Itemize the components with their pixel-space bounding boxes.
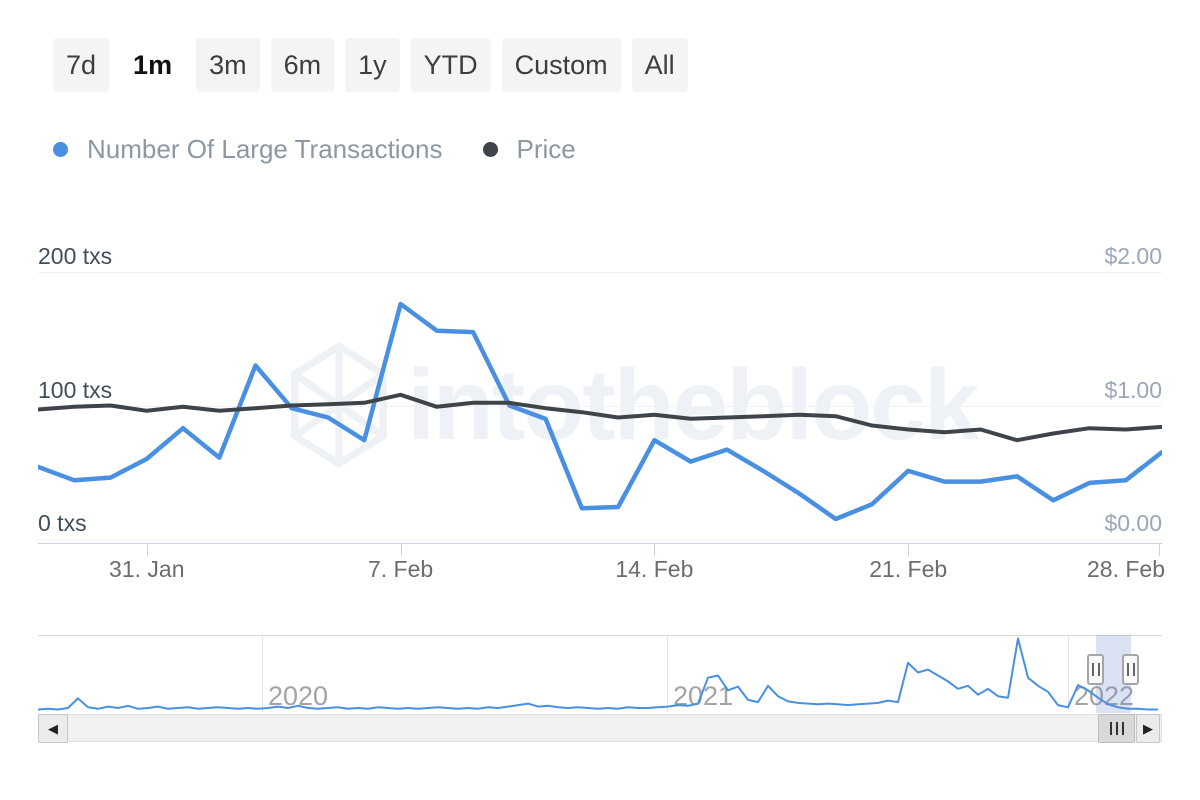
- navigator-line: [38, 637, 1158, 711]
- x-axis-line: [38, 543, 1162, 544]
- y-gridline: [38, 406, 1162, 407]
- x-axis-tick: [654, 543, 656, 556]
- handle-grip-icon: [1097, 663, 1100, 676]
- legend-dot-icon: [53, 142, 68, 157]
- navigator-year-gridline: [1068, 636, 1069, 712]
- handle-grip-icon: [1126, 663, 1129, 676]
- range-button-3m[interactable]: 3m: [196, 38, 260, 92]
- navigator-series-line: [38, 637, 1158, 711]
- scrollbar-thumb[interactable]: [1098, 714, 1135, 743]
- transactions-line: [38, 301, 1162, 522]
- x-axis-label: 31. Jan: [109, 556, 185, 582]
- range-button-all[interactable]: All: [631, 38, 688, 92]
- scroll-left-icon: ◀: [48, 720, 58, 736]
- scrollbar-right-button[interactable]: ▶: [1136, 714, 1160, 743]
- navigator-year-label: 2022: [1074, 681, 1135, 711]
- range-button-1y[interactable]: 1y: [345, 38, 400, 92]
- scroll-right-icon: ▶: [1143, 720, 1153, 736]
- right-axis-label: $2.00: [1104, 243, 1162, 269]
- legend-label: Price: [516, 134, 576, 164]
- navigator-handle-right[interactable]: [1122, 654, 1139, 685]
- thumb-grip-icon: [1109, 722, 1112, 735]
- left-axis-label: 200 txs: [38, 243, 113, 269]
- scrollbar-left-button[interactable]: ◀: [38, 714, 68, 743]
- legend-label: Number Of Large Transactions: [87, 134, 443, 164]
- x-axis-tick: [908, 543, 910, 556]
- time-range-selector: 7d 1m 3m 6m 1y YTD Custom All: [53, 38, 699, 92]
- range-button-6m[interactable]: 6m: [270, 38, 335, 92]
- thumb-grip-icon: [1121, 722, 1124, 735]
- left-axis-label: 0 txs: [38, 510, 87, 536]
- x-axis-label: 7. Feb: [367, 556, 434, 582]
- handle-grip-icon: [1091, 663, 1094, 676]
- legend-item-large-transactions[interactable]: Number Of Large Transactions: [53, 134, 443, 165]
- navigator-top-border: [38, 635, 1162, 636]
- legend-item-price[interactable]: Price: [482, 134, 576, 165]
- x-axis-label: 21. Feb: [869, 556, 948, 582]
- price-line: [38, 392, 1162, 443]
- legend-dot-icon: [482, 142, 498, 157]
- x-axis-tick: [400, 543, 402, 556]
- handle-grip-icon: [1132, 663, 1135, 676]
- legend: Number Of Large Transactions Price: [53, 134, 616, 165]
- range-button-7d[interactable]: 7d: [53, 38, 110, 92]
- x-axis-label: 28. Feb: [1087, 556, 1165, 582]
- navigator-year-gridline: [262, 636, 263, 712]
- x-axis-tick: [146, 543, 148, 556]
- right-axis-label: $0.00: [1104, 510, 1162, 536]
- x-axis-tick: [1159, 543, 1160, 556]
- range-button-custom[interactable]: Custom: [501, 38, 621, 92]
- right-axis-label: $1.00: [1104, 377, 1162, 403]
- range-button-ytd[interactable]: YTD: [410, 38, 491, 92]
- scrollbar-track[interactable]: [38, 714, 1162, 742]
- range-button-1m[interactable]: 1m: [133, 50, 173, 80]
- main-chart-series: [38, 301, 1162, 522]
- navigator-handle-left[interactable]: [1087, 654, 1104, 685]
- navigator-year-gridline: [667, 636, 668, 712]
- y-gridline: [38, 539, 1162, 540]
- thumb-grip-icon: [1115, 722, 1118, 735]
- left-axis-label: 100 txs: [38, 377, 113, 403]
- x-axis-label: 14. Feb: [615, 556, 694, 582]
- y-gridline: [38, 272, 1162, 273]
